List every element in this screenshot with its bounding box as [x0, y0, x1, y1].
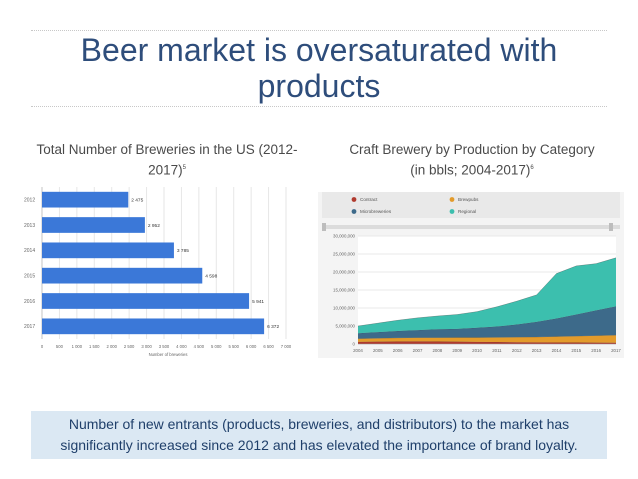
y-tick-label: 2014 — [24, 248, 35, 254]
legend-marker — [351, 209, 357, 214]
range-slider-track — [322, 225, 620, 229]
x-tick-label: 1 000 — [72, 344, 83, 349]
x-tick-label: 2011 — [492, 348, 502, 353]
callout-box: Number of new entrants (products, brewer… — [31, 411, 607, 459]
legend-label: Regional — [458, 209, 476, 214]
x-tick-label: 2017 — [611, 348, 621, 353]
bar — [42, 191, 129, 208]
right-subtitle-ref: 6 — [530, 165, 534, 171]
legend-marker — [351, 197, 357, 202]
x-tick-label: 2006 — [393, 348, 403, 353]
x-axis-title: Number of breweries — [149, 352, 188, 357]
area-series-regional — [358, 257, 616, 334]
x-tick-label: 2015 — [571, 348, 581, 353]
x-tick-label: 4 500 — [194, 344, 205, 349]
x-tick-label: 5 000 — [211, 344, 222, 349]
y-tick-label: 2017 — [24, 324, 35, 330]
x-tick-label: 2012 — [512, 348, 522, 353]
legend-panel — [322, 192, 620, 218]
x-tick-label: 6 000 — [246, 344, 257, 349]
legend-label: Microbreweries — [360, 209, 392, 214]
legend-label: Contract — [360, 197, 378, 202]
y-tick-label: 2013 — [24, 223, 35, 229]
x-tick-label: 2008 — [432, 348, 442, 353]
series-line — [357, 257, 617, 327]
y-tick-label: 2015 — [24, 273, 35, 279]
x-tick-label: 2005 — [373, 348, 383, 353]
x-tick-label: 2013 — [532, 348, 542, 353]
x-tick-label: 500 — [56, 344, 64, 349]
craft-production-area-chart: Contract Brewpubs Microbreweries Regional 0 5… — [318, 192, 624, 358]
bar — [42, 293, 250, 309]
y-tick-label: 5,000,000 — [335, 324, 355, 329]
legend-marker — [449, 197, 455, 202]
x-tick-label: 2010 — [472, 348, 482, 353]
right-chart-subtitle: Craft Brewery by Production by Category … — [322, 140, 622, 180]
top-divider — [31, 30, 607, 31]
left-subtitle-ref: 5 — [182, 165, 186, 171]
slide-title: Beer market is oversaturated with produc… — [80, 32, 558, 104]
title-divider — [31, 106, 607, 107]
x-tick-label: 3 500 — [159, 344, 170, 349]
x-tick-label: 2016 — [591, 348, 601, 353]
y-tick-label: 15,000,000 — [333, 288, 356, 293]
legend-label: Brewpubs — [458, 197, 479, 202]
bar — [42, 217, 145, 233]
x-tick-label: 2014 — [552, 348, 562, 353]
bar — [42, 242, 174, 259]
legend-marker — [449, 209, 455, 214]
range-slider-handle-right — [609, 223, 613, 231]
breweries-bar-chart: 0 500 1 000 1 500 2 000 2 500 3 000 3 500 4 000 4… — [22, 183, 296, 361]
series-line — [357, 306, 617, 334]
x-tick-label: 2 000 — [106, 344, 117, 349]
x-tick-label: 0 — [41, 344, 44, 349]
bar — [42, 318, 265, 335]
y-tick-label: 10,000,000 — [333, 306, 356, 311]
y-tick-label: 30,000,000 — [333, 234, 356, 239]
y-tick-label: 25,000,000 — [333, 252, 356, 257]
area-series-brewpubs — [358, 335, 616, 343]
area-series-contract — [358, 341, 616, 344]
y-tick-label: 0 — [353, 342, 356, 347]
area-series-microbreweries — [358, 306, 616, 339]
bar-data-label: 5 941 — [252, 299, 264, 305]
x-tick-label: 2007 — [413, 348, 423, 353]
right-subtitle-line1: Craft Brewery by Production by Category — [349, 142, 595, 157]
x-tick-label: 2004 — [353, 348, 363, 353]
bar — [42, 267, 203, 284]
x-tick-label: 6 500 — [263, 344, 274, 349]
bar-data-label: 2 475 — [131, 197, 143, 203]
x-tick-label: 2009 — [452, 348, 462, 353]
left-subtitle-text: Total Number of Breweries in the US (201… — [36, 142, 298, 178]
right-subtitle-line2: (in bbls; 2004-2017) — [410, 162, 531, 178]
y-tick-label: 2016 — [24, 299, 35, 305]
x-tick-label: 4 000 — [176, 344, 187, 349]
y-tick-label: 2012 — [24, 197, 35, 203]
y-tick-label: 20,000,000 — [333, 270, 356, 275]
bar-data-label: 2 952 — [148, 223, 160, 229]
bar-data-label: 6 372 — [267, 324, 279, 330]
x-tick-label: 7 000 — [281, 344, 292, 349]
bar-data-label: 3 785 — [177, 248, 189, 254]
x-tick-label: 3 000 — [141, 344, 152, 349]
x-tick-label: 5 500 — [228, 344, 239, 349]
left-chart-subtitle: Total Number of Breweries in the US (201… — [22, 140, 312, 180]
x-tick-label: 1 500 — [89, 344, 100, 349]
range-slider-handle-left — [322, 223, 326, 231]
x-tick-label: 2 500 — [124, 344, 135, 349]
bar-data-label: 4 598 — [205, 273, 217, 279]
callout-text: Number of new entrants (products, brewer… — [60, 416, 578, 453]
